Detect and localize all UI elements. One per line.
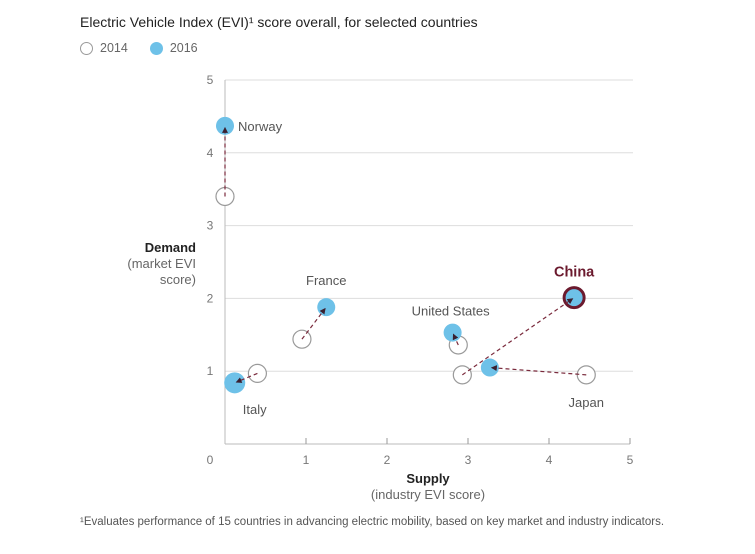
arrow-united-states xyxy=(452,333,459,346)
point-2016-china xyxy=(562,286,586,310)
x-tick-label: 1 xyxy=(303,453,310,467)
point-2016-norway xyxy=(216,116,234,135)
filled-circle-icon xyxy=(149,41,163,55)
country-label-france: France xyxy=(306,273,346,288)
chart-title: Electric Vehicle Index (EVI)¹ score over… xyxy=(80,14,478,30)
arrow-italy xyxy=(235,372,258,383)
point-2016-japan xyxy=(480,358,499,377)
x-axis-title: Supply xyxy=(406,471,450,486)
legend-item-2014: 2014 xyxy=(80,41,128,55)
y-axis-subtitle: (market EVI score) xyxy=(127,256,196,287)
y-axis-label: Demand (market EVI score) xyxy=(100,240,196,288)
x-axis-subtitle: (industry EVI score) xyxy=(370,487,486,502)
point-2016-italy xyxy=(224,372,246,394)
x-tick-label: 2 xyxy=(384,453,391,467)
open-circle-icon xyxy=(80,41,93,55)
arrow-japan xyxy=(490,365,587,376)
y-tick-label: 1 xyxy=(207,364,214,378)
x-tick-label: 3 xyxy=(465,453,472,467)
footnote: ¹Evaluates performance of 15 countries i… xyxy=(80,516,665,528)
x-tick-label: 5 xyxy=(627,453,634,467)
legend-label-2016: 2016 xyxy=(169,41,198,55)
arrow-china xyxy=(461,298,574,376)
country-label-japan: Japan xyxy=(569,395,604,410)
x-tick-label: 0 xyxy=(207,453,214,467)
legend-item-2016: 2016 xyxy=(149,41,198,55)
country-label-china: China xyxy=(554,265,595,281)
y-tick-label: 3 xyxy=(207,219,214,233)
point-2016-united-states xyxy=(443,323,462,342)
point-2016-france xyxy=(317,298,336,317)
y-tick-label: 5 xyxy=(207,73,214,87)
x-tick-label: 4 xyxy=(546,453,553,467)
country-label-united-states: United States xyxy=(412,304,491,319)
legend: 2014 2016 xyxy=(80,41,220,55)
y-tick-label: 2 xyxy=(207,291,214,305)
y-tick-label: 4 xyxy=(207,146,214,160)
arrow-france xyxy=(301,307,326,340)
y-axis-title: Demand xyxy=(144,240,196,255)
legend-label-2014: 2014 xyxy=(100,41,128,55)
country-label-norway: Norway xyxy=(238,119,283,134)
country-label-italy: Italy xyxy=(243,402,267,417)
x-axis-label: Supply (industry EVI score) xyxy=(328,471,528,503)
